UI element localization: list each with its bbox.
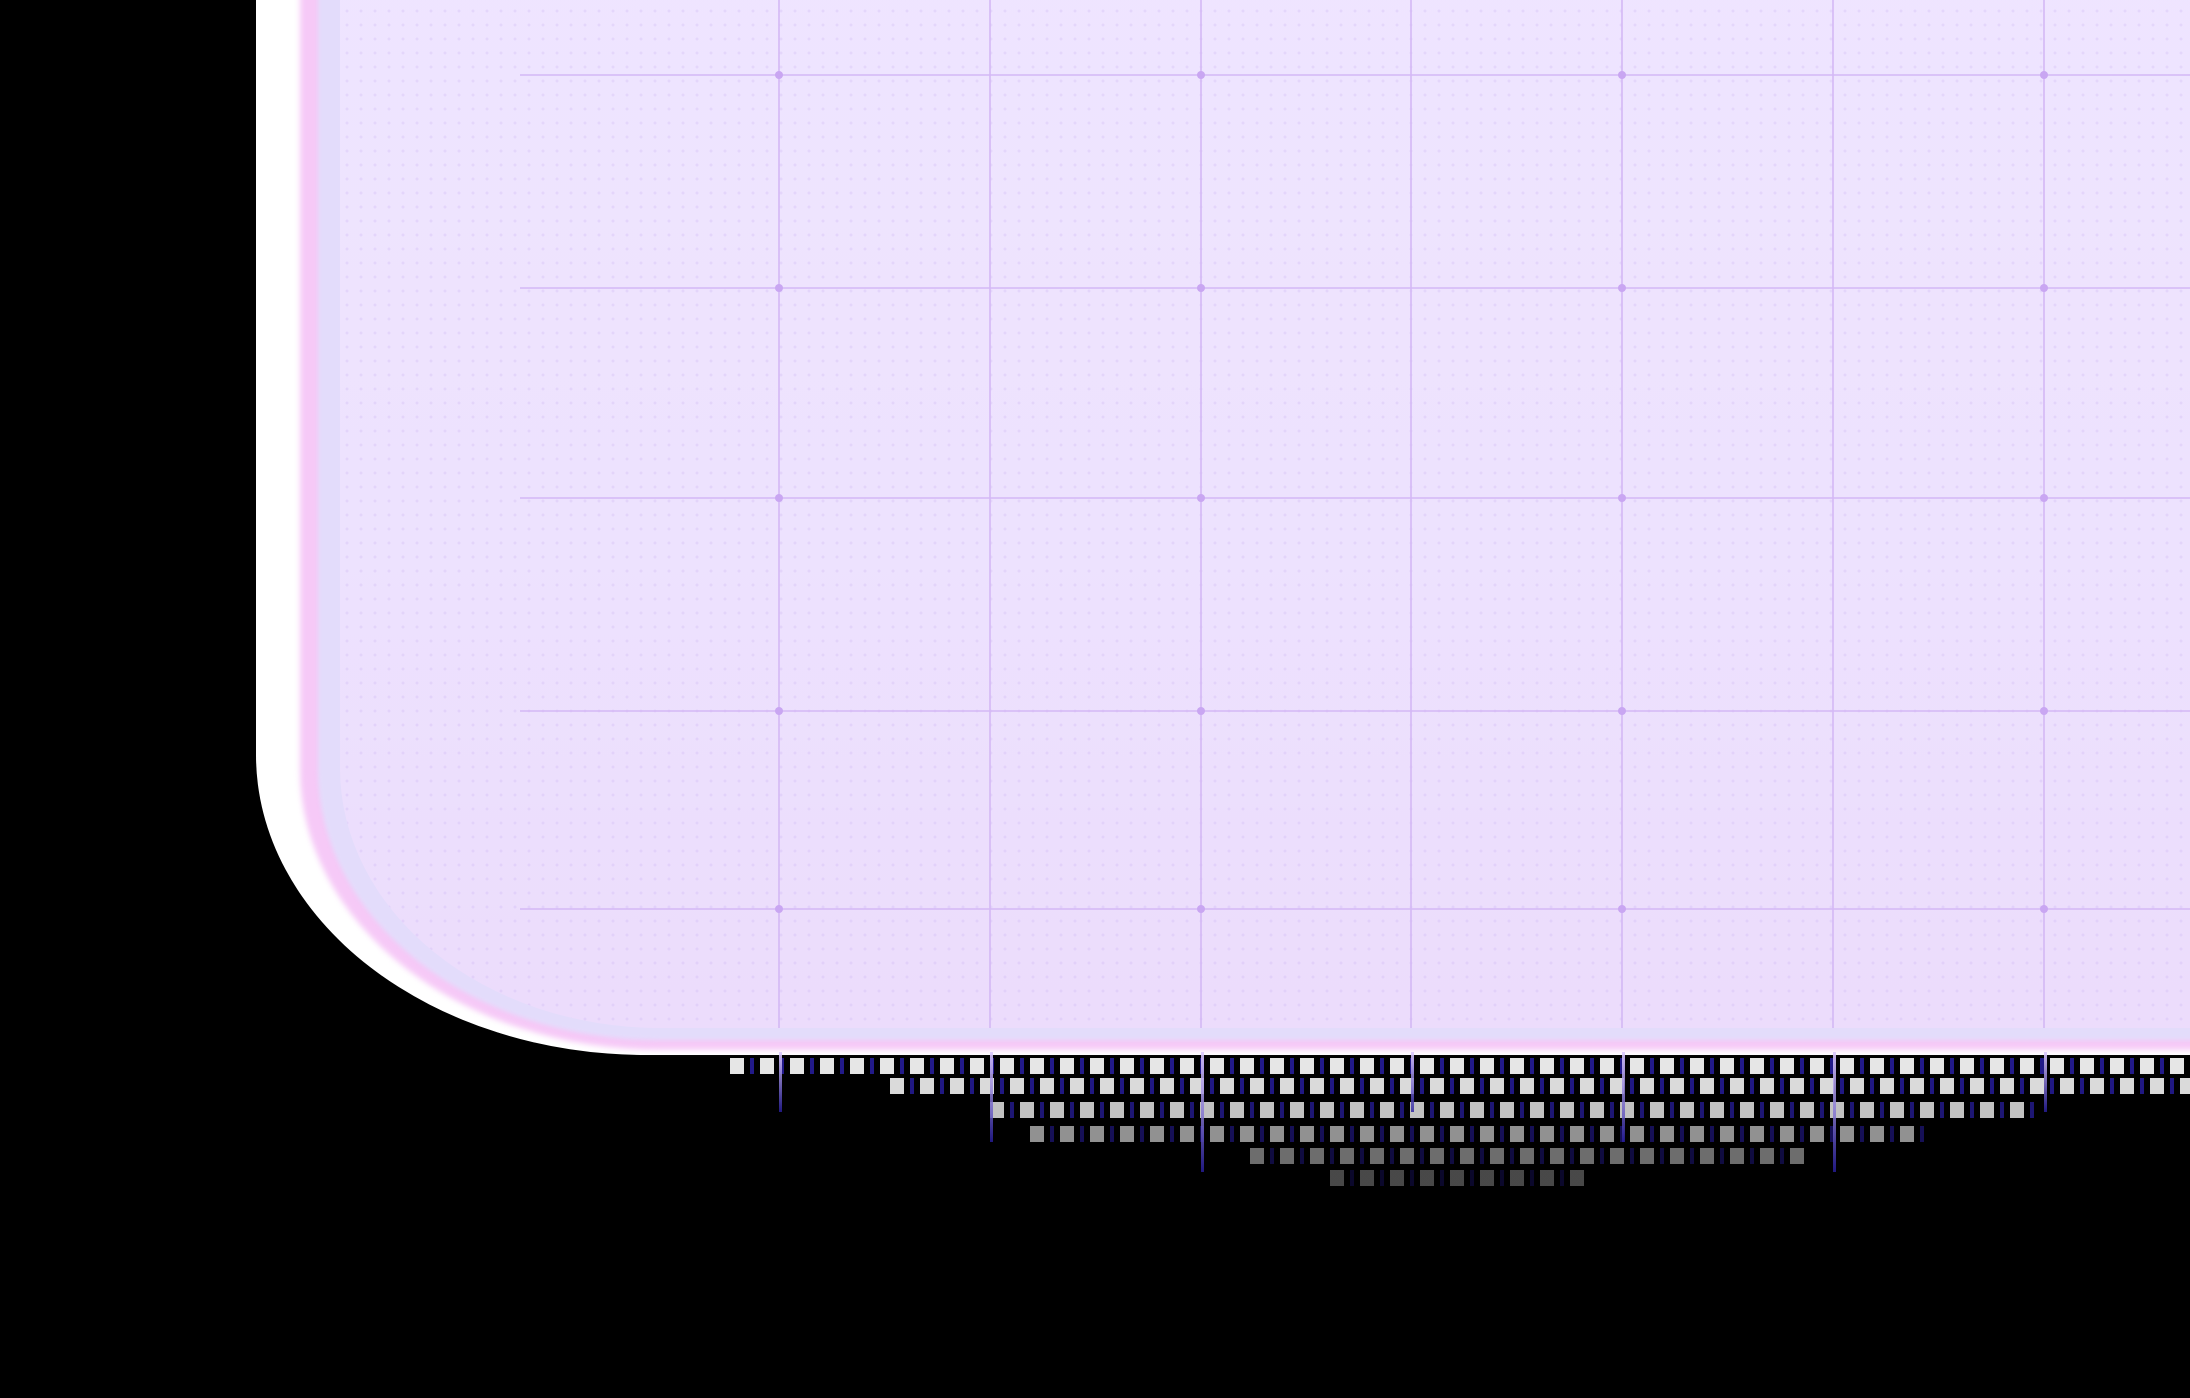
glitch-row — [1330, 1170, 1590, 1186]
grid-node — [775, 707, 783, 715]
grid-node — [2040, 284, 2048, 292]
dot-pattern — [340, 0, 2190, 1028]
grid-node — [1197, 494, 1205, 502]
glitch-row — [730, 1058, 2190, 1074]
grid-lines — [520, 0, 2190, 1028]
glitch-streak — [1622, 1052, 1625, 1142]
glitch-row — [1030, 1126, 1930, 1142]
glitch-row — [990, 1102, 2040, 1118]
grid-node — [775, 905, 783, 913]
glitch-row — [890, 1078, 2190, 1094]
grid-node — [2040, 707, 2048, 715]
grid-node — [775, 284, 783, 292]
grid-node — [2040, 905, 2048, 913]
grid-node — [1618, 71, 1626, 79]
grid-node — [1618, 905, 1626, 913]
glitch-streak — [1201, 1052, 1204, 1172]
grid-node — [1197, 707, 1205, 715]
glitch-streak — [1411, 1052, 1414, 1112]
grid-node — [1618, 494, 1626, 502]
grid-node — [2040, 494, 2048, 502]
grid-node — [775, 494, 783, 502]
glitch-streak — [990, 1052, 993, 1142]
lavender-grid-panel — [340, 0, 2190, 1028]
grid-node — [1618, 707, 1626, 715]
grid-node — [1618, 284, 1626, 292]
grid-node — [1197, 905, 1205, 913]
grid-node — [775, 71, 783, 79]
glitch-streak — [1833, 1052, 1836, 1172]
grid-node — [1197, 71, 1205, 79]
grid-node — [2040, 71, 2048, 79]
grid-node — [1197, 284, 1205, 292]
glitch-row — [1250, 1148, 1810, 1164]
glitch-artifact-strip — [730, 1052, 2190, 1232]
glitch-streak — [2044, 1052, 2047, 1112]
glitch-streak — [779, 1052, 782, 1112]
